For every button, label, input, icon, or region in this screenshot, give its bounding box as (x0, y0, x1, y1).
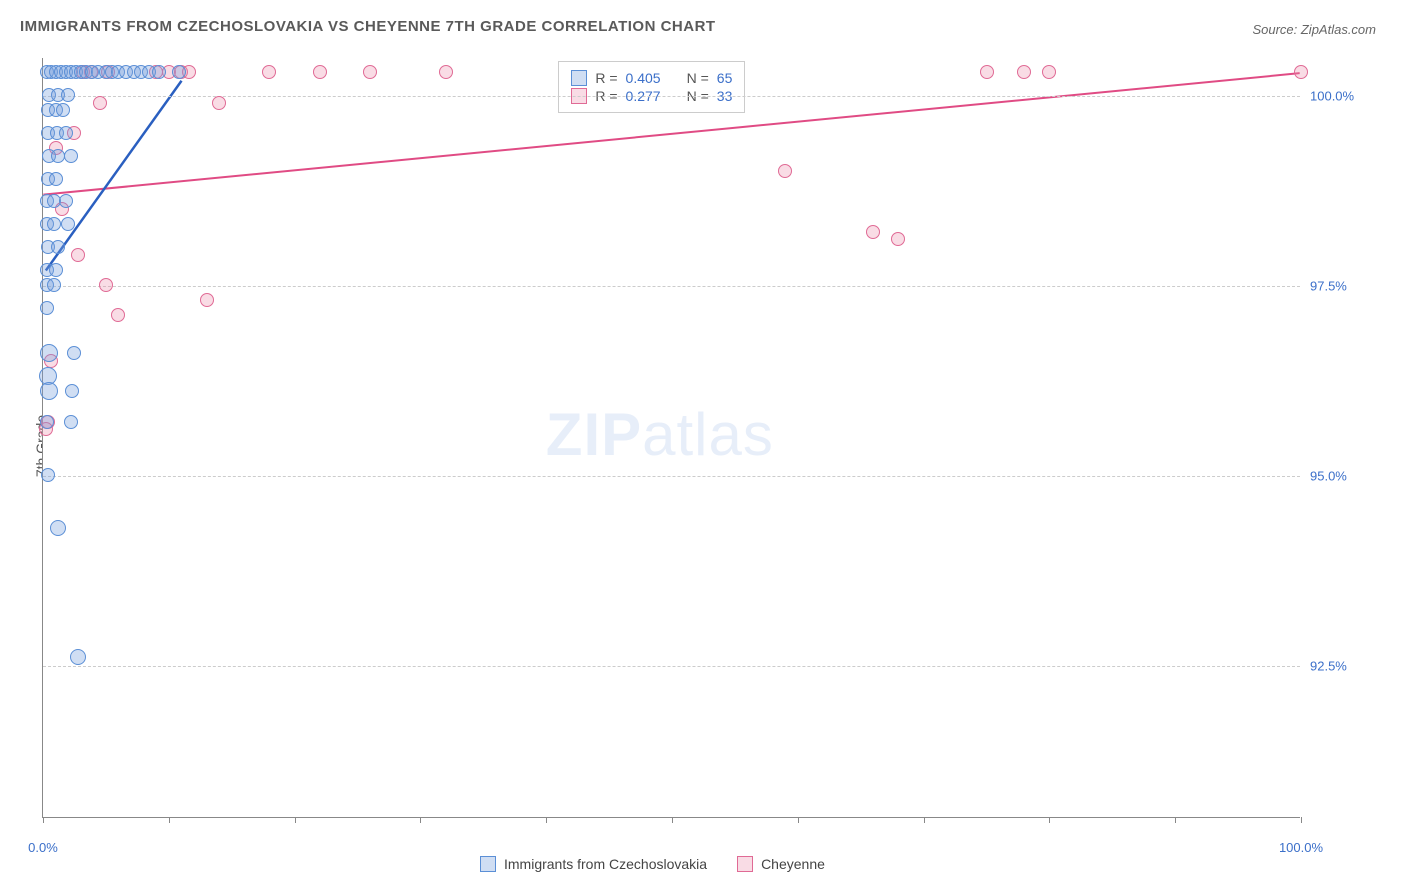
gridline-h (43, 286, 1300, 287)
scatter-point-blue (64, 415, 78, 429)
xtick (169, 817, 170, 823)
xtick (1175, 817, 1176, 823)
scatter-point-blue (47, 278, 61, 292)
scatter-point-pink (200, 293, 214, 307)
xtick (546, 817, 547, 823)
legend-label-blue: Immigrants from Czechoslovakia (504, 856, 707, 872)
watermark-rest: atlas (642, 401, 774, 468)
legend-swatch-blue (480, 856, 496, 872)
source-attribution: Source: ZipAtlas.com (1252, 22, 1376, 37)
xtick (798, 817, 799, 823)
scatter-point-blue (61, 217, 75, 231)
scatter-point-blue (56, 103, 70, 117)
n-value-blue: 65 (717, 70, 733, 86)
scatter-point-blue (41, 468, 55, 482)
ytick-label: 97.5% (1310, 279, 1370, 294)
xtick (43, 817, 44, 823)
scatter-point-blue (51, 240, 65, 254)
scatter-point-pink (99, 278, 113, 292)
scatter-point-blue (40, 382, 58, 400)
source-site: ZipAtlas.com (1301, 22, 1376, 37)
title-text: IMMIGRANTS FROM CZECHOSLOVAKIA VS CHEYEN… (20, 18, 716, 35)
legend-label-pink: Cheyenne (761, 856, 825, 872)
legend-item-pink: Cheyenne (737, 856, 825, 872)
scatter-point-blue (61, 88, 75, 102)
gridline-h (43, 96, 1300, 97)
gridline-h (43, 666, 1300, 667)
scatter-point-pink (778, 164, 792, 178)
scatter-point-blue (47, 217, 61, 231)
scatter-point-pink (1294, 65, 1308, 79)
legend-swatch-pink (737, 856, 753, 872)
correlation-stats-box: R = 0.405 N = 65 R = 0.277 N = 33 (558, 61, 745, 113)
xtick (924, 817, 925, 823)
watermark-zip: ZIP (546, 401, 642, 468)
scatter-point-pink (71, 248, 85, 262)
xtick (420, 817, 421, 823)
xtick (1301, 817, 1302, 823)
scatter-point-blue (152, 65, 166, 79)
gridline-h (43, 476, 1300, 477)
scatter-point-pink (93, 96, 107, 110)
xtick-label: 100.0% (1279, 840, 1323, 855)
scatter-point-blue (40, 301, 54, 315)
xtick (295, 817, 296, 823)
scatter-point-blue (49, 172, 63, 186)
scatter-point-pink (891, 232, 905, 246)
xtick (1049, 817, 1050, 823)
watermark: ZIPatlas (546, 400, 774, 469)
bottom-legend: Immigrants from Czechoslovakia Cheyenne (480, 854, 825, 874)
scatter-point-pink (363, 65, 377, 79)
scatter-point-blue (70, 649, 86, 665)
plot-area: ZIPatlas R = 0.405 N = 65 R = 0.277 N = … (42, 58, 1300, 818)
scatter-point-pink (866, 225, 880, 239)
scatter-point-pink (980, 65, 994, 79)
scatter-point-pink (313, 65, 327, 79)
scatter-point-blue (59, 194, 73, 208)
scatter-point-pink (1042, 65, 1056, 79)
scatter-point-pink (1017, 65, 1031, 79)
scatter-point-pink (212, 96, 226, 110)
r-value-blue: 0.405 (626, 70, 661, 86)
scatter-point-blue (49, 263, 63, 277)
xtick (672, 817, 673, 823)
scatter-point-pink (439, 65, 453, 79)
trend-lines (43, 58, 1300, 817)
r-label-blue: R = (595, 70, 617, 86)
ytick-label: 95.0% (1310, 469, 1370, 484)
stats-row-blue: R = 0.405 N = 65 (571, 70, 732, 86)
scatter-point-blue (59, 126, 73, 140)
scatter-point-blue (65, 384, 79, 398)
scatter-point-pink (262, 65, 276, 79)
scatter-point-blue (67, 346, 81, 360)
scatter-point-pink (111, 308, 125, 322)
ytick-label: 92.5% (1310, 659, 1370, 674)
swatch-blue (571, 70, 587, 86)
n-label-blue: N = (687, 70, 709, 86)
chart-container: IMMIGRANTS FROM CZECHOSLOVAKIA VS CHEYEN… (0, 0, 1406, 892)
legend-item-blue: Immigrants from Czechoslovakia (480, 856, 707, 872)
xtick-label: 0.0% (28, 840, 58, 855)
ytick-label: 100.0% (1310, 89, 1370, 104)
scatter-point-blue (40, 415, 54, 429)
scatter-point-blue (40, 344, 58, 362)
scatter-point-blue (172, 65, 186, 79)
chart-title: IMMIGRANTS FROM CZECHOSLOVAKIA VS CHEYEN… (20, 18, 716, 35)
source-prefix: Source: (1252, 22, 1300, 37)
scatter-point-blue (64, 149, 78, 163)
scatter-point-blue (50, 520, 66, 536)
